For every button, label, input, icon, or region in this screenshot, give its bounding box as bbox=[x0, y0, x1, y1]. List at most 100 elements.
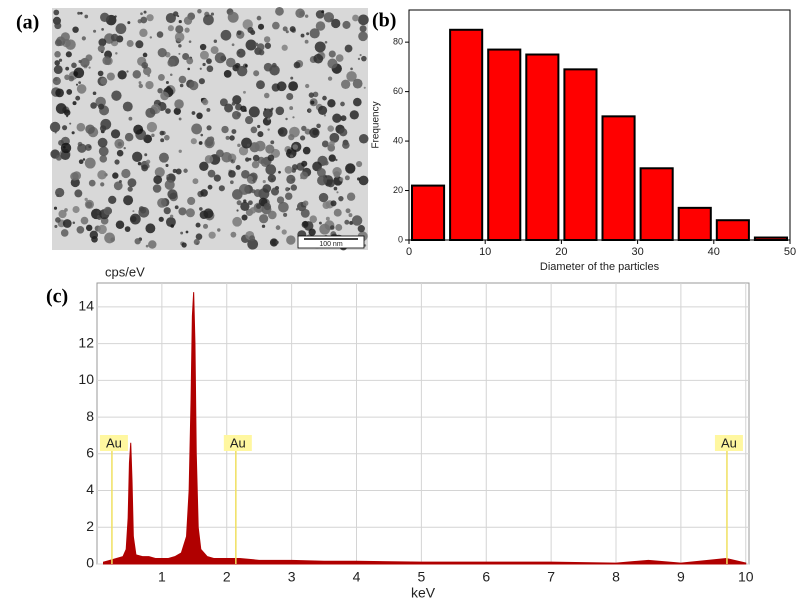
particle bbox=[265, 164, 277, 175]
particle bbox=[74, 189, 83, 198]
particle bbox=[353, 97, 362, 107]
particle bbox=[55, 217, 61, 223]
particle bbox=[69, 122, 72, 125]
x-tick-label: 7 bbox=[547, 569, 555, 585]
particle bbox=[262, 180, 266, 184]
particle bbox=[166, 174, 169, 178]
particle bbox=[289, 154, 294, 158]
particle bbox=[250, 126, 258, 134]
particle bbox=[75, 83, 79, 86]
particle bbox=[199, 50, 209, 60]
particle bbox=[309, 28, 320, 39]
particle bbox=[101, 28, 104, 31]
particle bbox=[206, 107, 211, 112]
particle bbox=[156, 31, 164, 38]
particle bbox=[110, 129, 121, 139]
particle bbox=[310, 100, 315, 105]
particle bbox=[190, 138, 197, 145]
particle bbox=[60, 32, 70, 42]
particle bbox=[56, 194, 60, 197]
x-tick-label: 10 bbox=[738, 569, 754, 585]
particle bbox=[231, 159, 234, 162]
particle bbox=[62, 219, 72, 228]
particle bbox=[344, 175, 350, 181]
particle bbox=[175, 25, 184, 34]
particle bbox=[328, 50, 336, 58]
particle bbox=[97, 170, 107, 180]
particle bbox=[138, 83, 143, 89]
particle bbox=[331, 18, 341, 29]
particle bbox=[301, 125, 307, 132]
y-axis-label: cps/eV bbox=[105, 264, 145, 279]
particle bbox=[220, 29, 232, 41]
particle bbox=[312, 91, 319, 98]
particle bbox=[108, 195, 117, 204]
particle bbox=[323, 160, 329, 166]
particle bbox=[85, 224, 93, 232]
particle bbox=[100, 182, 105, 187]
particle bbox=[262, 184, 272, 193]
particle bbox=[98, 38, 107, 47]
particle bbox=[60, 142, 72, 154]
particle bbox=[340, 79, 351, 89]
particle bbox=[110, 33, 119, 42]
particle bbox=[143, 10, 147, 14]
particle bbox=[97, 137, 108, 148]
particle bbox=[308, 92, 315, 98]
particle bbox=[124, 132, 134, 142]
particle bbox=[127, 178, 137, 188]
particle bbox=[58, 58, 63, 62]
y-tick-label: 12 bbox=[78, 334, 94, 350]
particle bbox=[270, 140, 275, 145]
particle bbox=[55, 88, 64, 98]
particle bbox=[243, 199, 247, 203]
particle bbox=[232, 110, 241, 120]
particle bbox=[143, 66, 152, 76]
particle bbox=[254, 140, 266, 152]
particle bbox=[285, 117, 288, 121]
particle bbox=[160, 138, 165, 143]
x-tick-label: 9 bbox=[677, 569, 685, 585]
particle bbox=[78, 59, 82, 64]
particle bbox=[152, 184, 162, 193]
particle bbox=[357, 57, 361, 61]
particle bbox=[181, 242, 187, 248]
particle bbox=[286, 148, 292, 154]
particle bbox=[193, 238, 200, 246]
particle bbox=[145, 244, 149, 248]
particle bbox=[346, 71, 357, 82]
particle bbox=[100, 12, 110, 22]
particle bbox=[202, 62, 206, 67]
particle bbox=[81, 36, 86, 41]
particle bbox=[271, 239, 277, 245]
particle bbox=[236, 30, 242, 36]
particle bbox=[126, 40, 134, 48]
particle bbox=[157, 88, 163, 94]
particle bbox=[98, 146, 109, 157]
particle bbox=[304, 14, 309, 18]
particle bbox=[302, 146, 311, 155]
particle bbox=[246, 143, 251, 147]
particle bbox=[97, 224, 107, 235]
particle bbox=[344, 44, 353, 53]
particle bbox=[84, 14, 89, 19]
particle bbox=[126, 70, 129, 73]
particle bbox=[55, 154, 62, 161]
particle bbox=[271, 62, 277, 68]
particle bbox=[132, 70, 142, 79]
particle bbox=[221, 125, 229, 134]
particle bbox=[148, 240, 157, 249]
particle bbox=[112, 172, 119, 179]
particle bbox=[252, 154, 260, 162]
particle bbox=[267, 154, 275, 162]
particle bbox=[257, 131, 264, 138]
particle bbox=[327, 125, 334, 132]
particle bbox=[174, 99, 184, 109]
particle bbox=[340, 115, 347, 122]
particle bbox=[204, 137, 215, 149]
particle bbox=[88, 66, 91, 69]
particle bbox=[84, 197, 88, 202]
x-tick-label: 2 bbox=[223, 569, 231, 585]
particle bbox=[186, 57, 194, 65]
particle bbox=[72, 205, 80, 214]
